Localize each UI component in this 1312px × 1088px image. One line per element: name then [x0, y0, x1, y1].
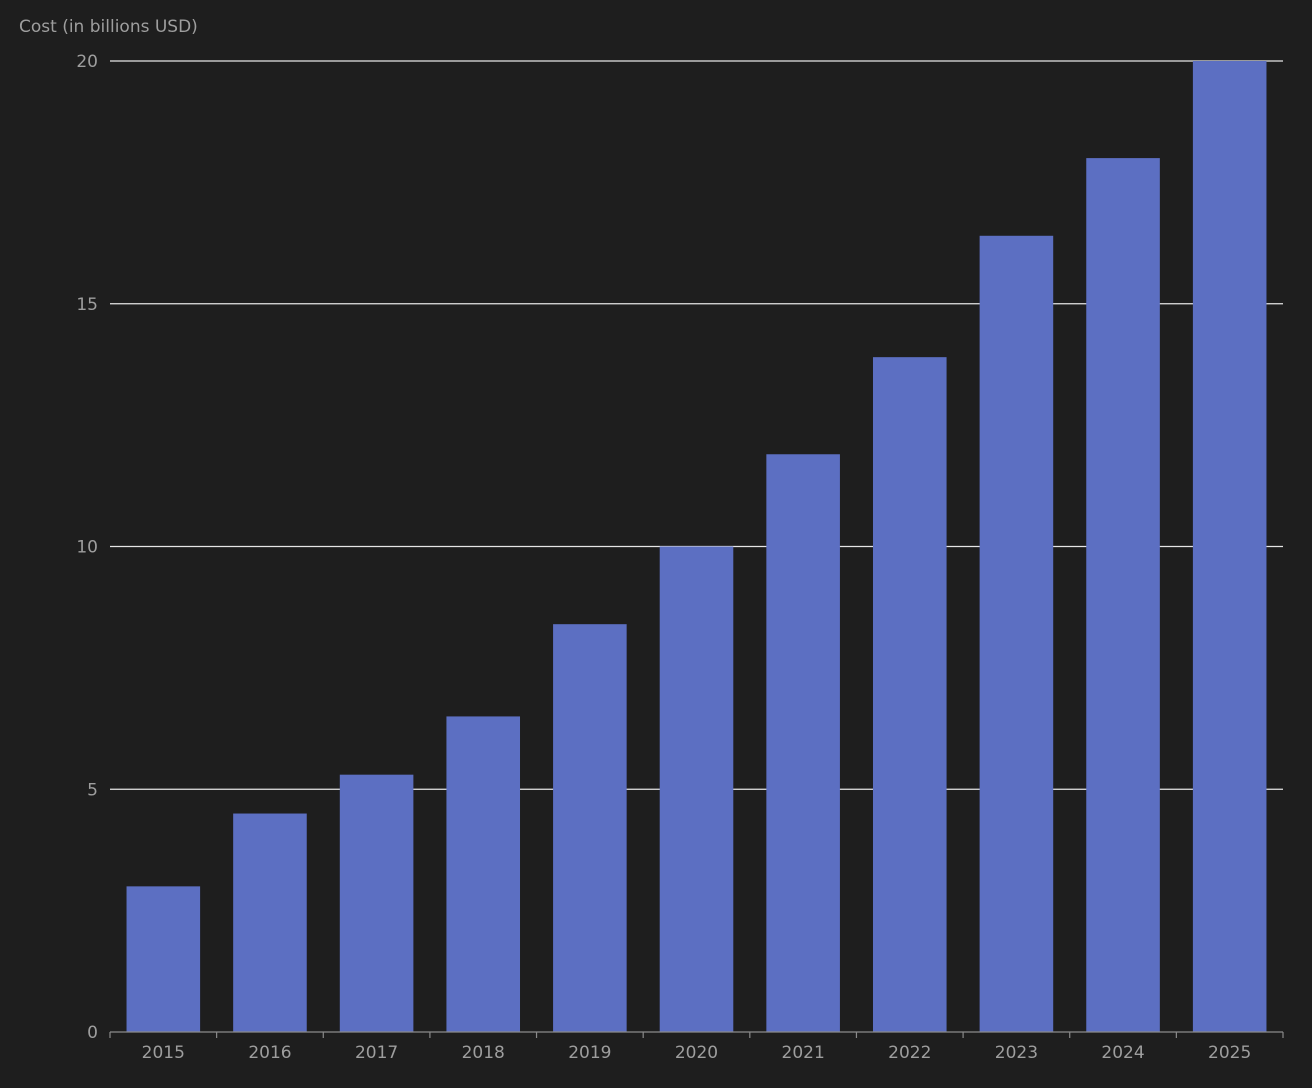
- bar-2024[interactable]: [1086, 158, 1160, 1033]
- y-tick-label: 10: [76, 538, 98, 558]
- x-tick-label: 2018: [462, 1043, 505, 1063]
- bar-2015[interactable]: [126, 886, 201, 1032]
- bar-2021[interactable]: [766, 454, 840, 1032]
- bar-2018[interactable]: [446, 716, 521, 1032]
- bar-2017[interactable]: [339, 774, 414, 1032]
- x-tick-label: 2023: [995, 1043, 1038, 1063]
- bars: [126, 61, 1267, 1033]
- bar-2025[interactable]: [1192, 61, 1267, 1032]
- bar-2016[interactable]: [233, 813, 307, 1032]
- x-tick-label: 2021: [782, 1043, 825, 1063]
- y-axis-title: Cost (in billions USD): [19, 17, 198, 37]
- x-tick-label: 2025: [1208, 1043, 1251, 1063]
- y-tick-label: 5: [87, 780, 98, 800]
- y-tick-label: 20: [76, 52, 98, 72]
- y-tick-label: 0: [87, 1023, 98, 1043]
- x-tick-label: 2022: [888, 1043, 931, 1063]
- x-tick-label: 2024: [1101, 1043, 1144, 1063]
- x-tick-label: 2020: [675, 1043, 718, 1063]
- x-tick-label: 2017: [355, 1043, 398, 1063]
- y-tick-label: 15: [76, 295, 98, 315]
- bar-2019[interactable]: [553, 624, 627, 1032]
- y-axis-ticks: 0 5 10 15 20: [76, 52, 98, 1043]
- x-axis-ticks: 2015 2016 2017 2018 2019 2020 2021 2022 2023 2024…: [142, 1043, 1252, 1063]
- bar-2022[interactable]: [872, 357, 947, 1032]
- bar-2020[interactable]: [659, 546, 734, 1033]
- bar-2023[interactable]: [979, 235, 1054, 1032]
- x-tick-label: 2019: [568, 1043, 611, 1063]
- x-axis: [109, 1031, 1284, 1038]
- x-tick-label: 2016: [248, 1043, 291, 1063]
- x-tick-label: 2015: [142, 1043, 185, 1063]
